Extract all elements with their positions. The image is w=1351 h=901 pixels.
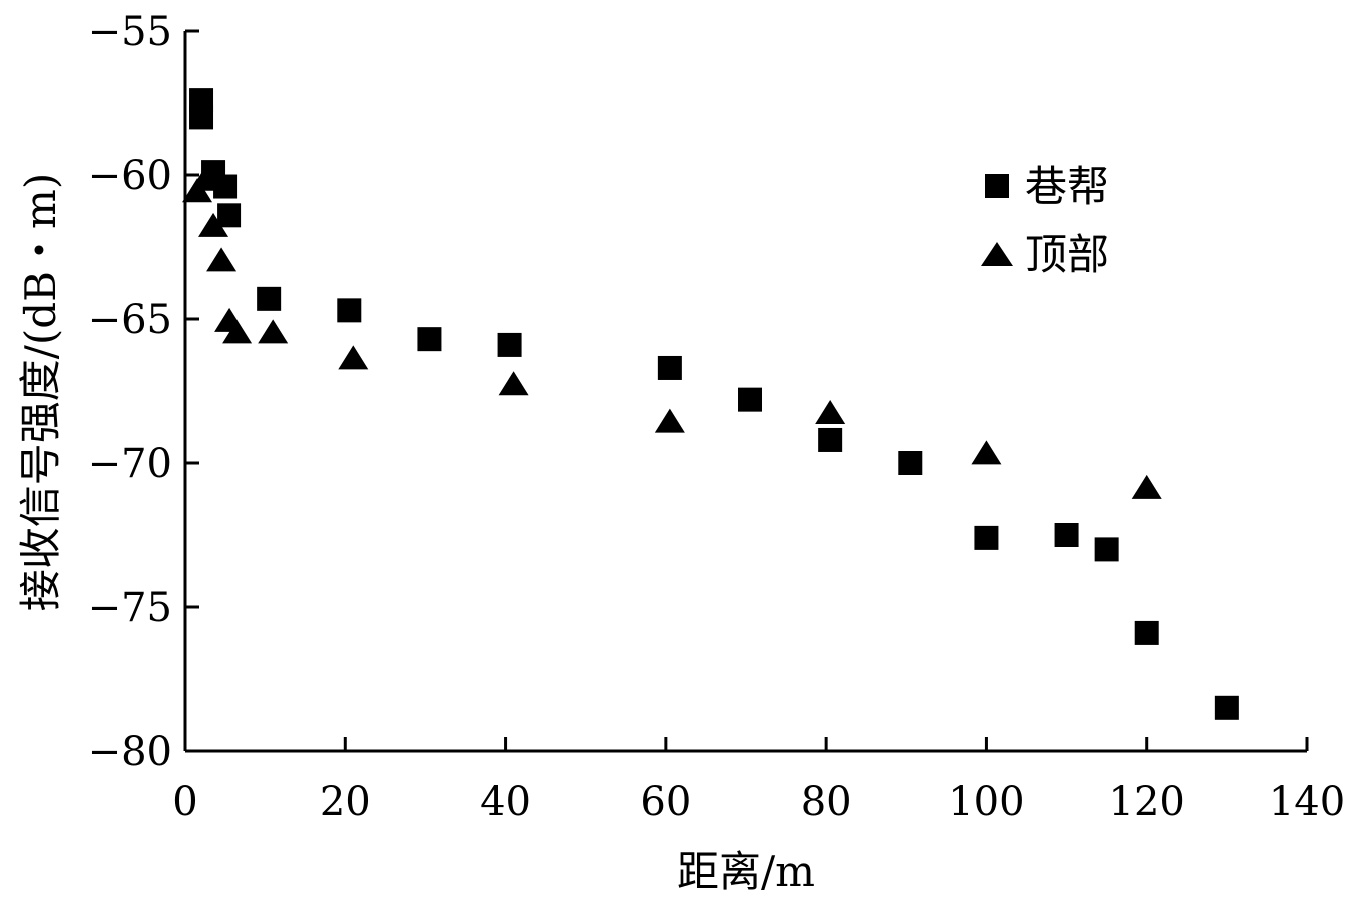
legend-label-series-2: 顶部 xyxy=(1025,230,1109,279)
data-point-triangle xyxy=(198,212,229,237)
x-tick-label: 100 xyxy=(948,779,1024,825)
data-point-square xyxy=(1054,523,1079,547)
data-point-triangle xyxy=(258,319,289,344)
legend-label-series-1: 巷帮 xyxy=(1025,162,1109,211)
legend: 巷帮 顶部 xyxy=(981,162,1109,279)
x-tick-label: 120 xyxy=(1109,779,1185,825)
data-point-triangle xyxy=(815,400,846,425)
data-point-square xyxy=(1094,537,1119,562)
x-tick-label: 60 xyxy=(640,779,691,825)
data-point-triangle xyxy=(222,319,253,344)
data-point-square xyxy=(818,427,843,452)
y-tick-label: −75 xyxy=(88,585,172,631)
data-point-square xyxy=(1134,620,1159,645)
y-tick-label: −70 xyxy=(88,441,172,487)
data-point-square xyxy=(217,203,242,228)
data-point-triangle xyxy=(338,345,369,370)
data-point-square xyxy=(417,327,442,352)
y-ticks: −55 −60 −65 −70 −75 −80 xyxy=(88,9,199,775)
data-point-square xyxy=(974,525,999,550)
x-tick-label: 140 xyxy=(1269,779,1345,825)
data-point-square xyxy=(497,332,522,357)
data-point-square xyxy=(898,451,923,475)
y-tick-label: −80 xyxy=(88,729,172,775)
data-point-triangle xyxy=(654,408,685,433)
plot-frame xyxy=(183,31,1307,753)
x-tick-label: 80 xyxy=(801,779,852,825)
data-point-square xyxy=(189,105,214,130)
data-point-square xyxy=(657,355,682,380)
data-point-square xyxy=(337,298,362,323)
legend-marker-triangle xyxy=(981,242,1013,266)
data-point-triangle xyxy=(206,247,237,272)
series-layer xyxy=(182,88,1239,720)
data-point-triangle xyxy=(1131,474,1162,499)
data-point-square xyxy=(738,387,763,412)
data-point-square xyxy=(1214,695,1239,720)
legend-marker-square xyxy=(985,174,1009,198)
x-tick-label: 40 xyxy=(480,779,531,825)
data-point-square xyxy=(257,286,282,311)
y-tick-label: −65 xyxy=(88,297,172,343)
y-tick-label: −60 xyxy=(88,153,172,199)
y-tick-label: −55 xyxy=(88,9,172,55)
x-tick-label: 0 xyxy=(172,779,197,825)
x-axis-title: 距离/m xyxy=(677,847,815,896)
data-point-triangle xyxy=(971,440,1002,465)
y-axis-title: 接收信号强度/(dB・m) xyxy=(16,173,65,612)
x-ticks: 0 20 40 60 80 100 120 140 xyxy=(172,737,1345,825)
x-tick-label: 20 xyxy=(320,779,371,825)
data-point-triangle xyxy=(190,166,221,191)
data-point-triangle xyxy=(498,371,529,396)
